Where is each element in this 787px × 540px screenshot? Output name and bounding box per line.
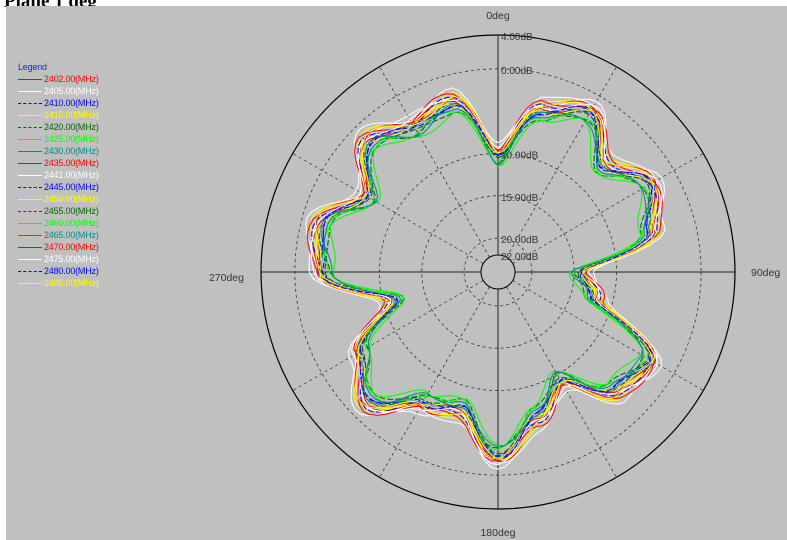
legend-item: 2480.00(MHz) <box>18 265 99 277</box>
ring-label: 10.00dB <box>501 150 539 161</box>
grid-spoke <box>512 280 704 391</box>
legend-label: 2455.00(MHz) <box>44 206 99 216</box>
legend-swatch <box>18 186 42 188</box>
legend-item: 2460.00(MHz) <box>18 217 99 229</box>
series-line <box>323 111 651 450</box>
series-line <box>305 87 666 464</box>
legend-item: 2405.00(MHz) <box>18 85 99 97</box>
legend-label: 2480.00(MHz) <box>44 266 99 276</box>
grid-spoke <box>379 66 490 258</box>
angle-label: 0deg <box>486 10 510 22</box>
legend-swatch <box>18 78 42 80</box>
series-line <box>314 95 658 460</box>
series-line <box>320 108 654 458</box>
angle-label: 180deg <box>480 527 515 539</box>
legend-item: 2470.00(MHz) <box>18 241 99 253</box>
legend-swatch <box>18 90 42 92</box>
grid-spoke <box>512 153 704 264</box>
series-line <box>324 111 651 455</box>
polar-plot-panel: 4.00dB 0.00dB 10.00dB 15.00dB 20.00dB 22.00dB… <box>6 6 787 540</box>
series-line <box>329 110 644 447</box>
legend-swatch <box>18 222 42 224</box>
legend-label: 2415.00(MHz) <box>44 110 99 120</box>
legend-label: 2475.00(MHz) <box>44 254 99 264</box>
ring-label: 4.00dB <box>501 32 533 43</box>
legend-swatch <box>18 162 42 164</box>
legend-label: 2485.00(MHz) <box>44 278 99 288</box>
legend-swatch <box>18 138 42 140</box>
grid-spoke <box>292 280 484 391</box>
legend-item: 2445.00(MHz) <box>18 181 99 193</box>
legend-label: 2405.00(MHz) <box>44 86 99 96</box>
legend-swatch <box>18 102 42 104</box>
legend-label: 2425.00(MHz) <box>44 134 99 144</box>
ring-label: 0.00dB <box>501 66 533 77</box>
legend-item: 2465.00(MHz) <box>18 229 99 241</box>
grid-spoke <box>379 286 490 478</box>
legend-item: 2415.00(MHz) <box>18 109 99 121</box>
legend-swatch <box>18 126 42 128</box>
legend-label: 2460.00(MHz) <box>44 218 99 228</box>
series-line <box>306 93 663 462</box>
legend-item: 2455.00(MHz) <box>18 205 99 217</box>
legend-swatch <box>18 150 42 152</box>
series-line <box>308 97 666 470</box>
legend-label: 2420.00(MHz) <box>44 122 99 132</box>
series-line <box>311 96 659 457</box>
series-line <box>318 103 651 449</box>
legend-swatch <box>18 246 42 248</box>
legend-swatch <box>18 114 42 116</box>
angle-label: 270deg <box>209 272 244 284</box>
legend-item: 2485.00(MHz) <box>18 277 99 289</box>
legend-swatch <box>18 282 42 284</box>
legend-swatch <box>18 210 42 212</box>
legend-items: 2402.00(MHz) 2405.00(MHz) 2410.00(MHz) 2415… <box>18 73 99 289</box>
legend-item: 2435.00(MHz) <box>18 157 99 169</box>
legend-label: 2445.00(MHz) <box>44 182 99 192</box>
ring-label: 20.00dB <box>501 235 539 246</box>
legend-label: 2465.00(MHz) <box>44 230 99 240</box>
series-line <box>310 99 663 466</box>
legend-item: 2425.00(MHz) <box>18 133 99 145</box>
legend-item: 2441.00(MHz) <box>18 169 99 181</box>
legend-swatch <box>18 198 42 200</box>
legend-item: 2410.00(MHz) <box>18 97 99 109</box>
legend-label: 2435.00(MHz) <box>44 158 99 168</box>
grid-spoke <box>292 153 484 264</box>
ring-label: 22.00dB <box>501 252 539 263</box>
ring-label: 15.00dB <box>501 193 539 204</box>
legend-swatch <box>18 270 42 272</box>
legend-item: 2430.00(MHz) <box>18 145 99 157</box>
legend-swatch <box>18 174 42 176</box>
legend-label: 2430.00(MHz) <box>44 146 99 156</box>
angle-label: 90deg <box>751 267 780 279</box>
legend-label: 2470.00(MHz) <box>44 242 99 252</box>
legend-item: 2420.00(MHz) <box>18 121 99 133</box>
legend-label: 2450.00(MHz) <box>44 194 99 204</box>
legend-label: 2402.00(MHz) <box>44 74 99 84</box>
legend-label: 2410.00(MHz) <box>44 98 99 108</box>
legend-item: 2475.00(MHz) <box>18 253 99 265</box>
legend-swatch <box>18 258 42 260</box>
grid-spoke <box>506 66 617 258</box>
legend-swatch <box>18 234 42 236</box>
series-line <box>320 102 651 448</box>
polar-chart: 4.00dB 0.00dB 10.00dB 15.00dB 20.00dB 22.00dB… <box>209 10 780 539</box>
legend: Legend 2402.00(MHz) 2405.00(MHz) 2410.00(M… <box>18 61 99 289</box>
legend-item: 2402.00(MHz) <box>18 73 99 85</box>
legend-label: 2441.00(MHz) <box>44 170 99 180</box>
legend-title: Legend <box>18 62 47 72</box>
legend-item: 2450.00(MHz) <box>18 193 99 205</box>
